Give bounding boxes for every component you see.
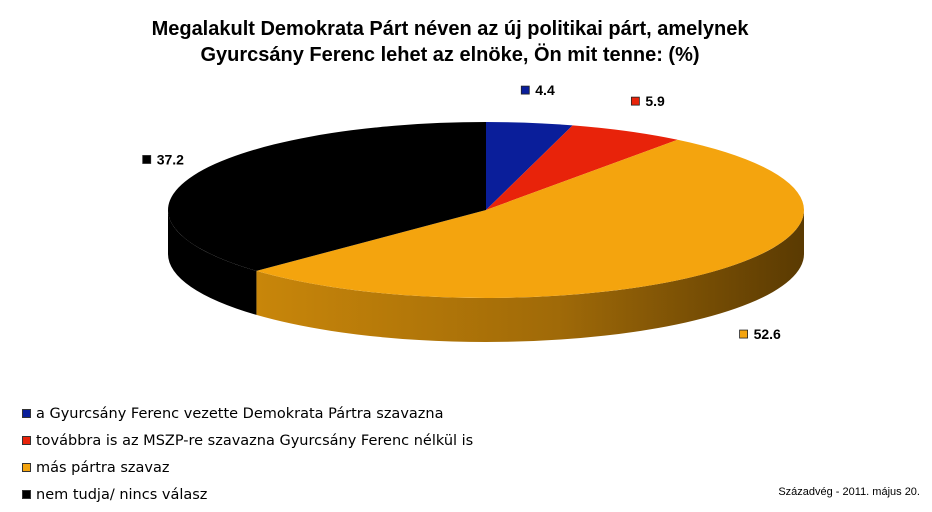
pie-slice: [256, 139, 805, 298]
pie-slice-side: [168, 210, 257, 315]
source-note: Századvég - 2011. május 20.: [778, 486, 920, 498]
chart-title: Megalakult Demokrata Párt néven az új po…: [60, 16, 840, 68]
data-label: 4.4: [535, 82, 555, 98]
legend-swatch: [22, 436, 31, 445]
chart-title-line-2: Gyurcsány Ferenc lehet az elnöke, Ön mit…: [200, 44, 700, 66]
data-label: 37.2: [157, 151, 184, 167]
legend-swatch: [22, 463, 31, 472]
pie-slice: [486, 122, 573, 210]
legend-item: más pártra szavaz: [22, 454, 522, 481]
legend: a Gyurcsány Ferenc vezette Demokrata Pár…: [22, 400, 522, 508]
legend-swatch: [22, 409, 31, 418]
data-label-swatch: [739, 329, 748, 339]
legend-label: más pártra szavaz: [36, 459, 170, 476]
data-label: 52.6: [754, 326, 781, 342]
legend-label: a Gyurcsány Ferenc vezette Demokrata Pár…: [36, 405, 444, 422]
legend-item: a Gyurcsány Ferenc vezette Demokrata Pár…: [22, 400, 522, 427]
data-label-swatch: [520, 85, 530, 95]
pie-slice: [486, 125, 678, 210]
legend-item: nem tudja/ nincs válasz: [22, 481, 522, 508]
data-label-swatch: [630, 96, 640, 106]
legend-label: nem tudja/ nincs válasz: [36, 486, 208, 503]
legend-swatch: [22, 490, 31, 499]
data-label-swatch: [142, 155, 152, 164]
data-label: 5.9: [645, 93, 665, 109]
legend-label: továbbra is az MSZP-re szavazna Gyurcsán…: [36, 432, 474, 449]
chart-title-line-1: Megalakult Demokrata Párt néven az új po…: [151, 18, 749, 40]
legend-item: továbbra is az MSZP-re szavazna Gyurcsán…: [22, 427, 522, 454]
pie-slice-side: [256, 210, 804, 342]
left-margin: [0, 0, 22, 512]
pie-slice: [168, 122, 487, 271]
